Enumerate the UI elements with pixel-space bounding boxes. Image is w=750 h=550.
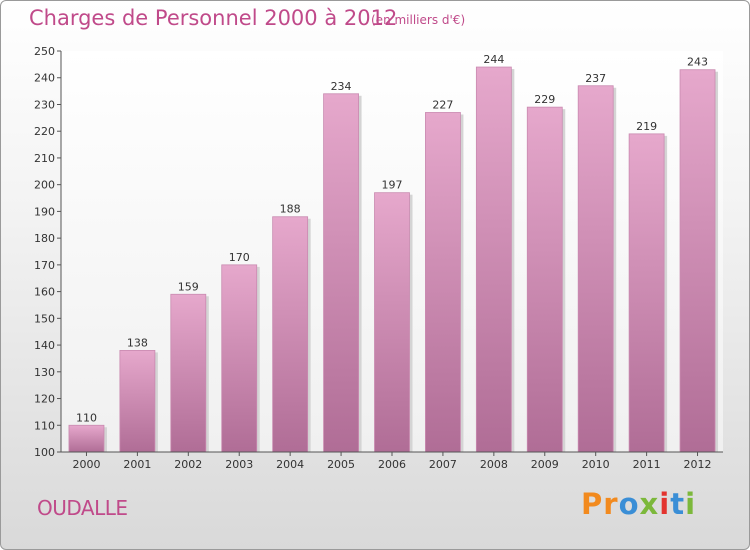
data-label-2004: 188 <box>280 203 301 216</box>
data-label-2008: 244 <box>483 53 504 66</box>
y-tick-label-200: 200 <box>34 179 55 192</box>
logo-letter: o <box>618 487 640 521</box>
logo-letter: r <box>603 487 619 521</box>
logo-letter: x <box>639 487 660 521</box>
y-tick-label-230: 230 <box>34 98 55 111</box>
y-tick-label-220: 220 <box>34 125 55 138</box>
x-tick-label-2002: 2002 <box>174 458 202 471</box>
bar-2003 <box>221 264 258 453</box>
data-label-2007: 227 <box>432 98 453 111</box>
x-tick-label-2011: 2011 <box>633 458 661 471</box>
logo-letter: P <box>581 487 604 521</box>
bar-2004 <box>272 216 309 453</box>
y-tick-label-130: 130 <box>34 366 55 379</box>
bar-2006 <box>374 192 410 453</box>
y-tick-label-170: 170 <box>34 259 55 272</box>
bar-2010 <box>577 85 614 453</box>
x-tick-label-2005: 2005 <box>327 458 355 471</box>
bar-2008 <box>475 66 512 453</box>
data-label-2002: 159 <box>178 280 199 293</box>
y-tick-label-240: 240 <box>34 72 55 85</box>
x-tick-label-2008: 2008 <box>480 458 508 471</box>
bar-2005 <box>323 93 359 453</box>
x-tick-label-2012: 2012 <box>684 458 712 471</box>
x-tick-label-2001: 2001 <box>123 458 151 471</box>
commune-name: OUDALLE <box>37 496 128 520</box>
y-tick-label-100: 100 <box>34 446 55 459</box>
x-tick-label-2000: 2000 <box>72 458 100 471</box>
bar-2009 <box>526 106 563 453</box>
logo-letter: i <box>685 487 697 521</box>
bar-2002 <box>170 293 207 453</box>
chart-subtitle: (en milliers d'€) <box>371 13 466 27</box>
y-tick-label-150: 150 <box>34 312 55 325</box>
bar-2001 <box>119 350 156 453</box>
chart-title: Charges de Personnel 2000 à 2012 <box>29 6 398 30</box>
y-tick-label-140: 140 <box>34 339 55 352</box>
logo-letter: t <box>670 487 686 521</box>
bar-2011 <box>628 133 665 453</box>
x-tick-label-2010: 2010 <box>582 458 610 471</box>
data-label-2011: 219 <box>636 120 657 133</box>
bar-2012 <box>679 69 716 453</box>
y-tick-label-190: 190 <box>34 205 55 218</box>
y-tick-label-250: 250 <box>34 45 55 58</box>
y-tick-label-210: 210 <box>34 152 55 165</box>
y-tick-label-110: 110 <box>34 419 55 432</box>
proxiti-logo: Proxiti <box>581 487 696 521</box>
x-tick-label-2007: 2007 <box>429 458 457 471</box>
data-label-2005: 234 <box>331 80 352 93</box>
x-tick-label-2003: 2003 <box>225 458 253 471</box>
x-tick-label-2004: 2004 <box>276 458 304 471</box>
bar-2000 <box>68 424 105 453</box>
y-tick-label-180: 180 <box>34 232 55 245</box>
y-tick-label-120: 120 <box>34 393 55 406</box>
bar-2007 <box>425 112 461 453</box>
data-label-2003: 170 <box>229 251 250 264</box>
data-label-2010: 237 <box>585 72 606 85</box>
logo-letter: i <box>659 487 671 521</box>
data-label-2001: 138 <box>127 336 148 349</box>
y-tick-label-160: 160 <box>34 286 55 299</box>
x-tick-label-2006: 2006 <box>378 458 406 471</box>
data-label-2000: 110 <box>76 411 97 424</box>
data-label-2006: 197 <box>382 179 403 192</box>
data-label-2012: 243 <box>687 56 708 69</box>
data-label-2009: 229 <box>534 93 555 106</box>
x-tick-label-2009: 2009 <box>531 458 559 471</box>
